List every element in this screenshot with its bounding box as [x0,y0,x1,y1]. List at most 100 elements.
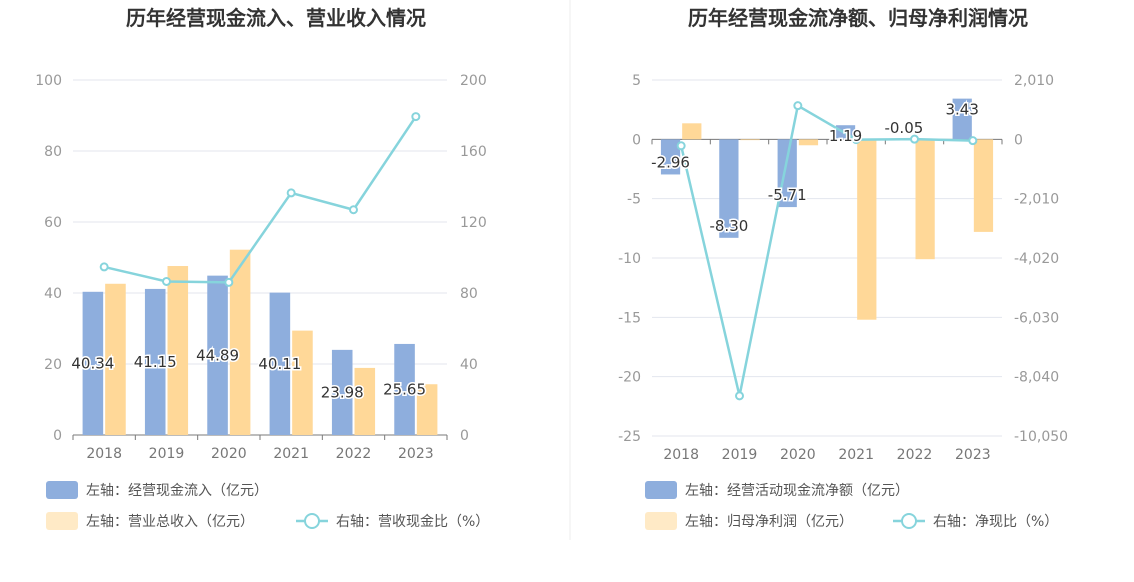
right-chart-left-tick-label: -25 [618,429,641,445]
left-chart-line-point [349,205,358,215]
right-chart-x-tick-label: 2021 [838,447,874,463]
right-chart-data-label: -0.05 [884,119,923,137]
left-chart-bar-primary [331,349,353,435]
left-chart-bar-primary [269,292,291,435]
left-chart-bar-secondary [105,283,126,435]
right-chart-left-tick-label: -5 [627,192,641,208]
right-chart-data-label: -5.71 [768,186,807,204]
right-chart-right-tick-label: -10,050 [1014,429,1068,445]
right-chart-x-tick-label: 2022 [897,447,933,463]
left-chart-x-tick-label: 2021 [273,446,309,462]
left-chart-x-tick-label: 2023 [398,446,434,462]
right-chart-left-tick-label: 5 [632,73,641,89]
left-chart-legend-swatch [46,512,78,530]
left-chart-bar-secondary [167,266,189,435]
right-chart-line-point [968,136,978,146]
left-chart-data-label: 40.34 [71,354,114,372]
right-chart-data-label: 1.19 [829,127,862,145]
left-chart-left-tick-label: 100 [35,73,62,89]
right-chart-line-point [793,101,803,111]
right-chart-legend-label: 左轴：归母净利润（亿元） [685,513,853,530]
right-chart-right-tick-label: -6,030 [1014,310,1059,326]
right-chart-x-tick-label: 2023 [955,447,991,463]
right-chart-legend-label: 左轴：经营活动现金流净额（亿元） [685,483,909,499]
right-chart-data-label: -2.96 [651,153,690,171]
left-chart-x-tick-label: 2022 [336,446,372,462]
right-chart-legend-swatch [645,481,677,499]
left-chart-line-point [224,277,234,287]
left-chart-data-label: 41.15 [134,353,177,371]
right-chart-right-tick-label: -2,010 [1014,192,1059,208]
left-chart-bar-secondary [354,367,376,435]
left-chart-right-tick-label: 160 [460,144,487,160]
left-chart-bar-primary [394,343,415,435]
right-chart-bar-secondary [973,139,994,232]
right-chart-line-point [735,391,744,401]
left-chart-left-tick-label: 20 [44,357,62,373]
right-chart-left-tick-label: -10 [618,251,641,267]
right-chart-bar-primary [719,139,739,238]
right-chart-line-point [676,141,686,151]
right-chart-data-label: -8.30 [709,217,748,235]
right-chart-bar-primary [660,139,681,175]
right-chart-right-tick-label: -8,040 [1014,370,1059,386]
right-chart-left-tick-label: -20 [618,370,641,386]
right-chart-right-tick-label: -4,020 [1014,251,1059,267]
left-chart-data-label: 25.65 [383,380,426,398]
right-chart-line-point [910,134,919,144]
left-chart-left-tick-label: 80 [44,144,62,160]
left-chart-x-tick-label: 2019 [149,446,185,462]
right-chart-bar-secondary [682,123,702,140]
left-chart-line-point [162,276,171,286]
left-chart-right-tick-label: 80 [460,286,478,302]
left-chart-bar-secondary [416,384,438,435]
left-chart-line-point [286,188,296,198]
left-chart-x-tick-label: 2020 [211,446,247,462]
left-chart-right-tick-label: 120 [460,215,487,231]
left-chart-bar-primary [144,288,166,435]
left-chart-legend-label: 右轴：营收现金比（%） [336,514,489,530]
right-chart-legend-label: 右轴：净现比（%） [933,514,1058,530]
right-chart-bar-secondary [798,139,819,146]
left-chart-x-tick-label: 2018 [86,446,122,462]
right-chart-line-series [679,103,973,397]
right-chart-x-tick-label: 2019 [722,447,758,463]
left-chart-bar-secondary [292,330,313,435]
left-chart-bar-secondary [229,249,251,435]
left-chart-legend-line-marker [304,513,320,529]
right-chart-right-tick-label: 0 [1014,132,1023,148]
left-chart-data-label: 23.98 [321,383,364,401]
right-chart-bar-primary [777,139,797,208]
left-chart-left-tick-label: 60 [44,215,62,231]
left-chart-line-point [411,112,421,122]
left-chart-data-label: 40.11 [258,355,301,373]
left-chart-line-point [99,262,109,272]
right-chart-bar-secondary [915,139,935,260]
left-chart-left-tick-label: 40 [44,286,62,302]
left-chart-bar-primary [207,275,228,435]
right-chart-legend-line-marker [901,513,917,529]
right-chart-data-label: 3.43 [946,101,979,119]
right-chart-title: 历年经营现金流净额、归母净利润情况 [688,6,1028,30]
left-chart-data-label: 44.89 [196,346,239,364]
right-chart-left-tick-label: 0 [632,132,641,148]
right-chart-bar-primary [952,98,972,140]
left-chart-left-tick-label: 0 [53,428,62,444]
left-chart-legend-swatch [46,481,78,499]
left-chart-bar-primary [82,291,104,435]
left-chart-right-tick-label: 200 [460,73,487,89]
left-chart-right-tick-label: 0 [460,428,469,444]
right-chart-bar-secondary [857,139,877,320]
right-chart-bar-secondary [740,139,760,141]
left-chart-legend-label: 左轴：经营现金流入（亿元） [86,483,268,499]
right-chart-x-tick-label: 2020 [780,447,816,463]
right-chart-line-point [851,135,861,145]
left-chart-line-series [103,115,417,284]
left-chart-right-tick-label: 40 [460,357,478,373]
left-chart-title: 历年经营现金流入、营业收入情况 [126,6,426,30]
right-chart-right-tick-label: 2,010 [1014,73,1054,89]
right-chart-left-tick-label: -15 [618,310,641,326]
right-chart-x-tick-label: 2018 [663,447,699,463]
left-chart-legend-label: 左轴：营业总收入（亿元） [86,514,254,530]
